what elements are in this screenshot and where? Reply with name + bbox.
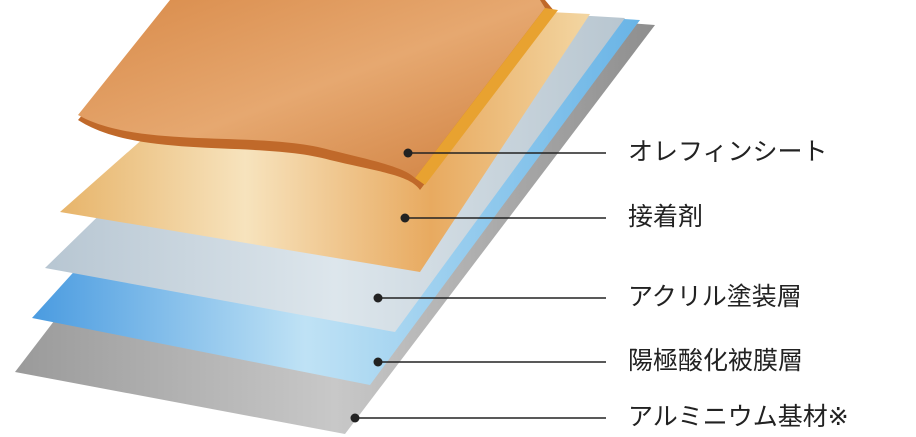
layer-label: 接着剤 — [628, 202, 703, 231]
leader-dot — [373, 357, 383, 367]
olefin-layer — [78, 0, 545, 178]
leader-dot — [373, 293, 383, 303]
layer-label: 陽極酸化被膜層 — [628, 346, 803, 375]
layer-label: アルミニウム基材※ — [628, 402, 849, 431]
olefin-side — [415, 8, 558, 185]
layers — [15, 0, 655, 434]
leader-dot — [400, 213, 410, 223]
layer-label: アクリル塗装層 — [628, 282, 802, 311]
layer-label: オレフィンシート — [628, 137, 828, 166]
leader-dot — [403, 148, 413, 158]
leader-dot — [350, 413, 360, 423]
